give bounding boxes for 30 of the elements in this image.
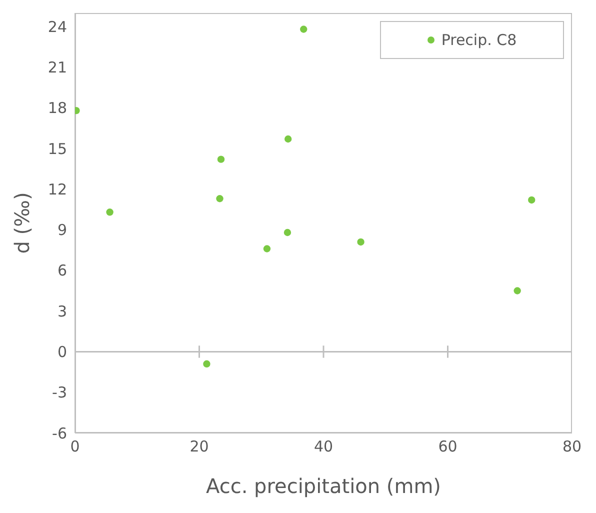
x-axis-title: Acc. precipitation (mm) (206, 474, 441, 498)
y-tick-label: 21 (48, 58, 67, 77)
y-tick-label: 18 (48, 99, 67, 118)
point (357, 238, 364, 246)
y-tick-label: 15 (48, 140, 67, 158)
legend-label: Precip. C8 (441, 31, 517, 49)
y-tick-label: -6 (52, 424, 67, 442)
x-tick-label: 80 (562, 438, 582, 456)
point (216, 195, 224, 202)
x-tick-label: 40 (314, 438, 334, 456)
x-tick-label: 20 (190, 438, 209, 456)
y-tick-label: 9 (57, 221, 67, 240)
point (106, 208, 114, 216)
y-tick-label: -3 (52, 384, 67, 402)
point (284, 135, 292, 143)
point (284, 228, 292, 236)
point (217, 156, 225, 163)
x-tick-label: 60 (438, 438, 458, 456)
point (300, 26, 308, 33)
y-tick-label: 6 (57, 262, 67, 280)
point (514, 287, 521, 294)
y-tick-label: 3 (57, 302, 67, 320)
x-tick-label: 0 (70, 438, 80, 456)
point (203, 360, 210, 368)
y-tick-label: 0 (57, 343, 67, 362)
point (528, 196, 536, 204)
point (263, 245, 271, 252)
y-axis-title: d (‰) (10, 192, 34, 254)
y-tick-label: 12 (48, 180, 67, 198)
y-tick-label: 24 (48, 18, 67, 36)
